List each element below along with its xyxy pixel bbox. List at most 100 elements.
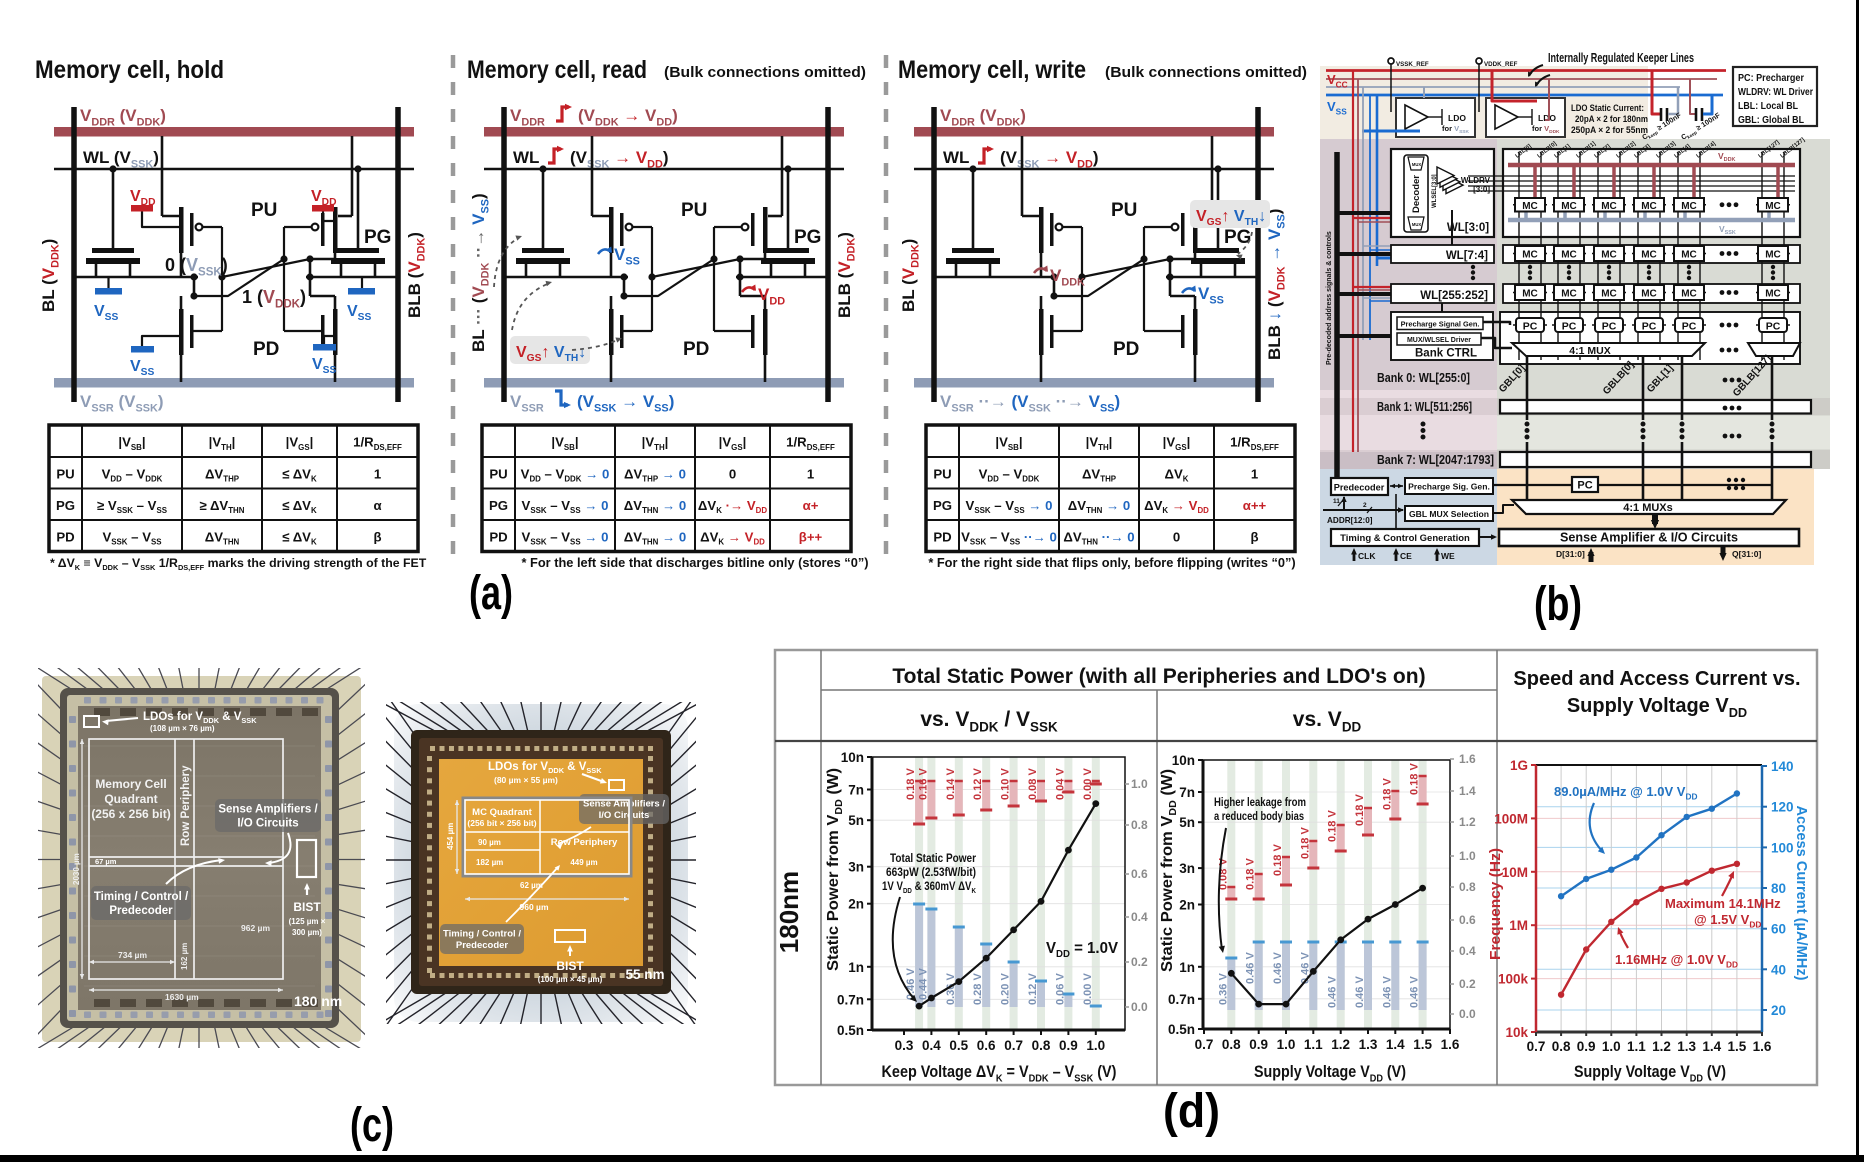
svg-text:MC: MC: [1561, 289, 1577, 300]
svg-text:Static Power from VDD (W): Static Power from VDD (W): [825, 768, 845, 971]
svg-text:1/RDS,EFF: 1/RDS,EFF: [1230, 435, 1279, 452]
svg-text:0.46 V: 0.46 V: [1327, 976, 1339, 1008]
svg-text:* ΔVK ≡ VDDK – VSSK 1/RDS,EF: * ΔVK ≡ VDDK – VSSK 1/RDS,EFF marks the …: [50, 556, 427, 572]
svg-text:MC: MC: [1601, 250, 1617, 261]
svg-text:1.0: 1.0: [1086, 1038, 1105, 1053]
svg-text:BLB (VDDK): BLB (VDDK): [405, 232, 427, 318]
svg-text:LBL: Local BL: LBL: Local BL: [1738, 101, 1798, 112]
svg-text:0.9: 0.9: [1577, 1039, 1596, 1054]
svg-text:VSS: VSS: [312, 356, 336, 376]
svg-text:|VSB|: |VSB|: [995, 435, 1022, 452]
svg-text:1M: 1M: [1509, 918, 1528, 933]
svg-text:7n: 7n: [1179, 785, 1195, 800]
svg-text:10n: 10n: [1172, 753, 1195, 768]
svg-text:1.4: 1.4: [1459, 784, 1476, 798]
svg-text:0.8: 0.8: [1222, 1037, 1241, 1052]
svg-text:|VGS|: |VGS|: [719, 435, 747, 452]
svg-text:MC: MC: [1681, 250, 1697, 261]
svg-text:VDDR (VDDK): VDDR (VDDK): [80, 106, 166, 128]
svg-text:0.8: 0.8: [1131, 818, 1148, 832]
svg-text:1G: 1G: [1510, 758, 1528, 773]
svg-text:@ 1.5V VDD: @ 1.5V VDD: [1694, 912, 1761, 929]
svg-text:|VGS|: |VGS|: [1163, 435, 1191, 452]
svg-text:MC: MC: [1681, 201, 1697, 212]
svg-text:I/O Circuits: I/O Circuits: [237, 818, 298, 830]
svg-text:140: 140: [1771, 759, 1794, 774]
svg-text:PG: PG: [1224, 227, 1251, 248]
svg-text:100: 100: [1771, 840, 1794, 855]
svg-text:(256 x 256 bit): (256 x 256 bit): [91, 807, 170, 821]
svg-text:vs. VDD: vs. VDD: [1293, 708, 1362, 734]
svg-text:PU: PU: [681, 200, 707, 221]
svg-text:5n: 5n: [1179, 815, 1195, 830]
svg-text:1.3: 1.3: [1359, 1037, 1378, 1052]
svg-text:PC: PC: [1577, 480, 1592, 492]
svg-text:0.12 V: 0.12 V: [972, 768, 984, 800]
svg-text:300 µm): 300 µm): [292, 928, 322, 937]
svg-text:90 µm: 90 µm: [478, 838, 501, 847]
svg-text:PG: PG: [794, 227, 821, 248]
svg-text:VSS: VSS: [130, 358, 154, 378]
svg-text:PC: PC: [1602, 321, 1617, 333]
svg-text:Row Periphery: Row Periphery: [551, 837, 618, 848]
svg-text:1n: 1n: [848, 960, 864, 975]
svg-text:0.4: 0.4: [1131, 910, 1148, 924]
svg-text:0.18 V: 0.18 V: [1299, 827, 1311, 859]
svg-text:|VTH|: |VTH|: [209, 435, 236, 452]
svg-text:≤ ΔVK: ≤ ΔVK: [282, 498, 317, 515]
svg-text:PG: PG: [933, 498, 952, 513]
svg-text:Precharge Sig. Gen.: Precharge Sig. Gen.: [1408, 482, 1490, 492]
svg-text:0.06 V: 0.06 V: [1054, 973, 1066, 1005]
svg-text:≥ VSSK – VSS: ≥ VSSK – VSS: [97, 498, 167, 515]
svg-text:0.7n: 0.7n: [837, 992, 864, 1007]
svg-text:0.18 V: 0.18 V: [1381, 778, 1393, 810]
svg-text:0.8: 0.8: [1459, 880, 1476, 894]
svg-text:1.2: 1.2: [1459, 815, 1476, 829]
svg-text:Sense Amplifier & I/O Circuits: Sense Amplifier & I/O Circuits: [1560, 531, 1738, 545]
svg-text:Q[31:0]: Q[31:0]: [1732, 549, 1761, 559]
svg-text:(d): (d): [1163, 1085, 1220, 1138]
svg-text:Quadrant: Quadrant: [104, 792, 157, 806]
svg-text:MC Quadrant: MC Quadrant: [472, 807, 532, 818]
svg-text:WL (VSSK): WL (VSSK): [83, 148, 159, 170]
svg-text:PG: PG: [364, 227, 391, 248]
svg-text:0.46 V: 0.46 V: [1381, 976, 1393, 1008]
svg-text:Row Periphery: Row Periphery: [180, 765, 192, 846]
svg-text:180 nm: 180 nm: [294, 993, 342, 1009]
svg-text:3n: 3n: [1179, 861, 1195, 876]
svg-text:VSSK – VSS → 0: VSSK – VSS → 0: [522, 529, 609, 546]
svg-text:1.1: 1.1: [1304, 1037, 1323, 1052]
svg-text:0.0: 0.0: [1459, 1007, 1476, 1021]
svg-text:|VSB|: |VSB|: [118, 435, 145, 452]
svg-text:β: β: [1250, 529, 1258, 544]
svg-text:ΔVTHP → 0: ΔVTHP → 0: [624, 466, 686, 483]
svg-text:|VTH|: |VTH|: [642, 435, 669, 452]
svg-text:PD: PD: [933, 529, 951, 544]
svg-text:0.7: 0.7: [1527, 1039, 1546, 1054]
svg-text:WL[3:0]: WL[3:0]: [1447, 222, 1489, 234]
svg-text:PC: Precharger: PC: Precharger: [1738, 73, 1804, 84]
svg-text:VSS: VSS: [614, 245, 640, 267]
svg-text:Total Static Power (with all P: Total Static Power (with all Peripheries…: [892, 665, 1425, 688]
svg-text:1V VDD & 360mV ΔVK: 1V VDD & 360mV ΔVK: [882, 881, 977, 895]
svg-text:0.00 V: 0.00 V: [1082, 973, 1094, 1005]
svg-text:VCC: VCC: [1327, 72, 1348, 89]
svg-text:Maximum 14.1MHz: Maximum 14.1MHz: [1665, 896, 1781, 911]
svg-text:LDO: LDO: [1538, 113, 1556, 123]
svg-text:0.5: 0.5: [949, 1038, 968, 1053]
svg-text:182 µm: 182 µm: [476, 858, 503, 867]
svg-text:0.8: 0.8: [1552, 1039, 1571, 1054]
svg-text:Keep Voltage ΔVK = VDDK – VSSK: Keep Voltage ΔVK = VDDK – VSSK (V): [882, 1063, 1117, 1084]
svg-text:663pW (2.53fW/bit): 663pW (2.53fW/bit): [886, 867, 976, 879]
svg-text:PC: PC: [1642, 321, 1657, 333]
svg-text:0.2: 0.2: [1131, 955, 1148, 969]
svg-text:0.36 V: 0.36 V: [1217, 973, 1229, 1005]
svg-text:55 nm: 55 nm: [625, 967, 664, 982]
svg-text:VDDK: VDDK: [1718, 151, 1736, 163]
svg-text:MC: MC: [1522, 250, 1538, 261]
svg-text:(108 µm × 76 µm): (108 µm × 76 µm): [150, 724, 215, 733]
svg-text:PG: PG: [489, 498, 508, 513]
svg-text:Frequency (Hz): Frequency (Hz): [1488, 848, 1504, 960]
svg-text:0.18 V: 0.18 V: [1272, 844, 1284, 876]
svg-text:(c): (c): [350, 1099, 394, 1152]
